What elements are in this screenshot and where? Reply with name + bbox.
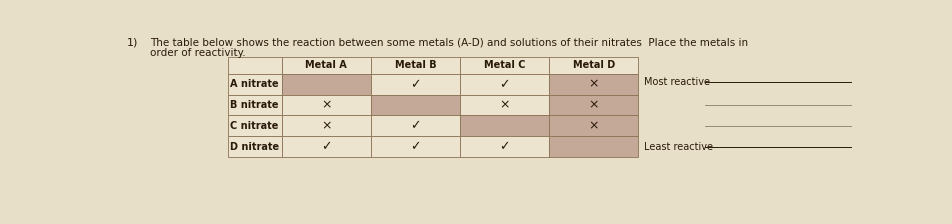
- Text: 1): 1): [127, 38, 138, 48]
- Text: ×: ×: [588, 99, 599, 112]
- Text: C nitrate: C nitrate: [230, 121, 279, 131]
- Text: ✓: ✓: [410, 78, 421, 91]
- Bar: [371, 136, 460, 157]
- Bar: [228, 95, 282, 115]
- Bar: [460, 115, 549, 136]
- Bar: [371, 74, 460, 95]
- Bar: [228, 136, 282, 157]
- Text: Most reactive: Most reactive: [645, 77, 710, 87]
- Text: Metal D: Metal D: [572, 60, 615, 70]
- Bar: [228, 115, 282, 136]
- Bar: [549, 115, 638, 136]
- Text: Metal A: Metal A: [306, 60, 347, 70]
- Text: ✓: ✓: [499, 140, 510, 153]
- Bar: [549, 74, 638, 95]
- Text: Metal C: Metal C: [484, 60, 526, 70]
- Text: D nitrate: D nitrate: [230, 142, 279, 152]
- Text: Metal B: Metal B: [395, 60, 436, 70]
- Text: ×: ×: [321, 119, 331, 132]
- Text: ×: ×: [321, 99, 331, 112]
- Text: B nitrate: B nitrate: [230, 100, 279, 110]
- Bar: [371, 115, 460, 136]
- Bar: [282, 95, 371, 115]
- Text: Least reactive: Least reactive: [645, 142, 713, 152]
- Text: The table below shows the reaction between some metals (A-D) and solutions of th: The table below shows the reaction betwe…: [150, 38, 748, 48]
- Text: ×: ×: [588, 119, 599, 132]
- Text: ✓: ✓: [410, 140, 421, 153]
- Bar: [228, 57, 282, 74]
- Bar: [460, 95, 549, 115]
- Text: A nitrate: A nitrate: [230, 79, 279, 89]
- Text: ✓: ✓: [321, 140, 331, 153]
- Text: order of reactivity.: order of reactivity.: [150, 48, 246, 58]
- Bar: [549, 136, 638, 157]
- Bar: [371, 95, 460, 115]
- Text: ×: ×: [588, 78, 599, 91]
- Bar: [460, 57, 549, 74]
- Bar: [460, 136, 549, 157]
- Bar: [371, 57, 460, 74]
- Bar: [549, 95, 638, 115]
- Bar: [228, 74, 282, 95]
- Text: ✓: ✓: [410, 119, 421, 132]
- Bar: [282, 115, 371, 136]
- Bar: [282, 57, 371, 74]
- Bar: [460, 74, 549, 95]
- Bar: [282, 74, 371, 95]
- Bar: [282, 136, 371, 157]
- Bar: [549, 57, 638, 74]
- Text: ×: ×: [499, 99, 510, 112]
- Text: ✓: ✓: [499, 78, 510, 91]
